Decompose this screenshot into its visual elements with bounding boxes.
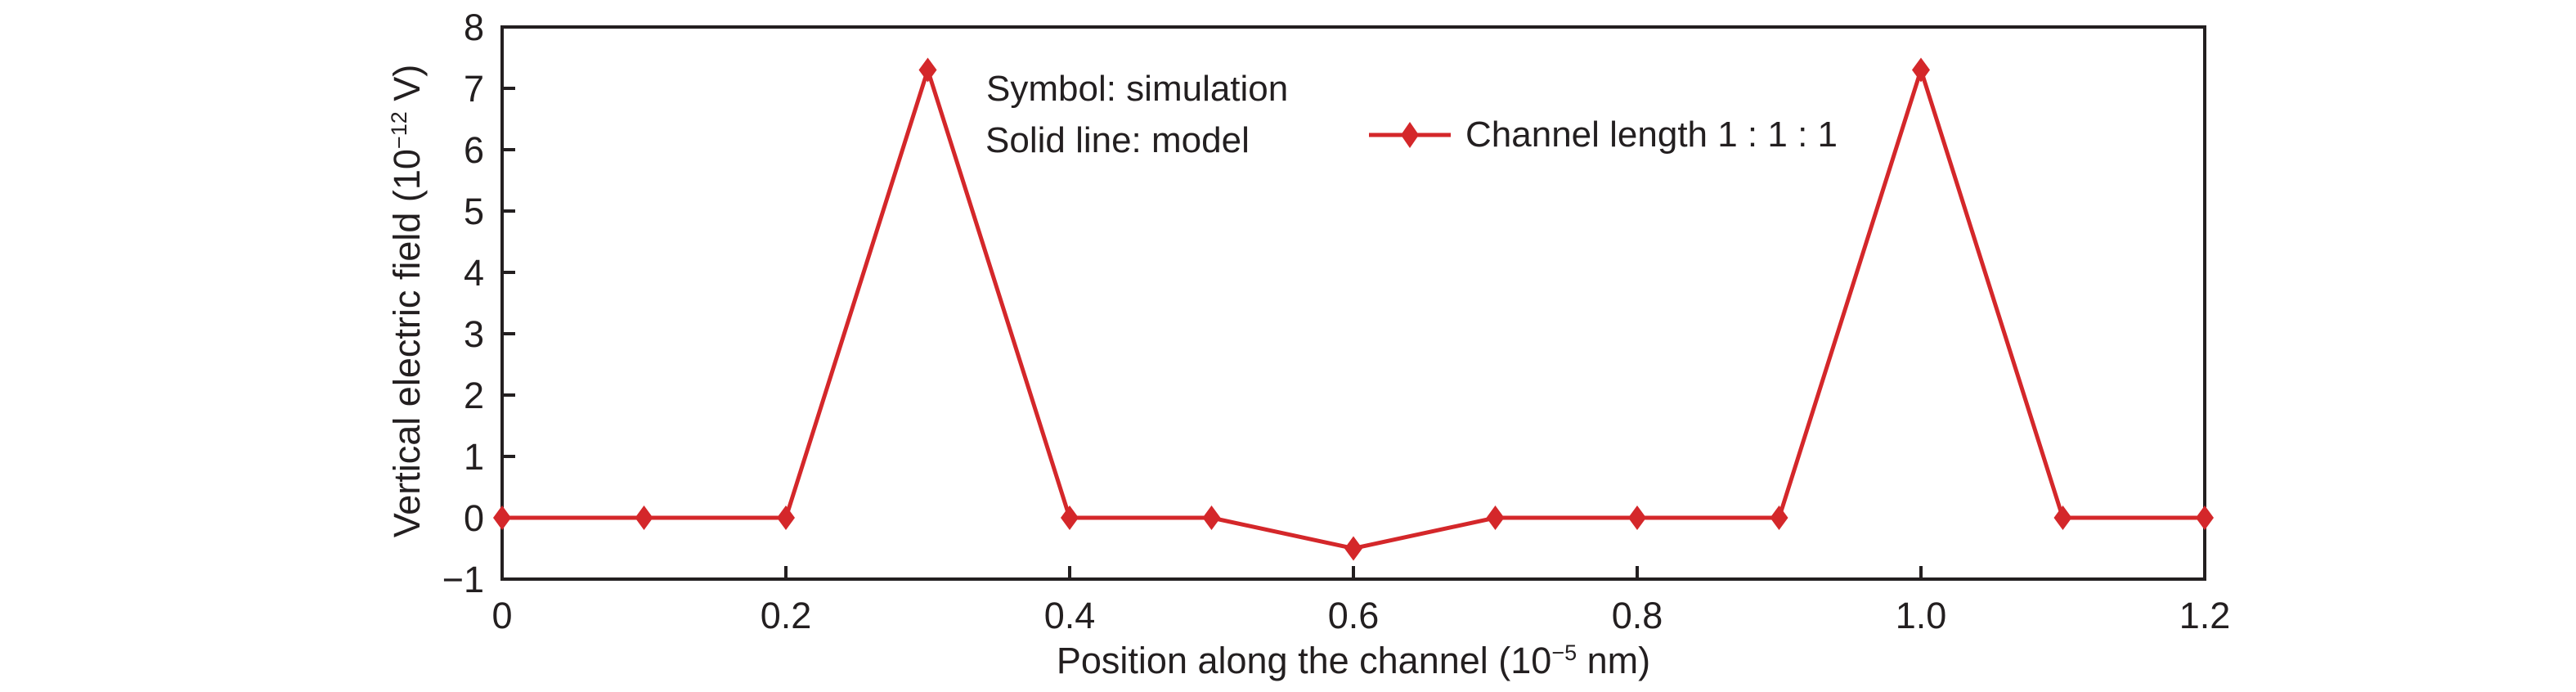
x-tick-label: 0.6 xyxy=(1328,595,1380,636)
data-point-marker xyxy=(1344,536,1362,561)
data-point-marker xyxy=(1486,506,1505,530)
legend-diamond-line-icon xyxy=(1369,122,1451,148)
data-point-marker xyxy=(1202,506,1221,530)
y-tick-label: 6 xyxy=(464,129,484,171)
plot-frame xyxy=(500,25,2206,581)
x-tick-label: 0.2 xyxy=(761,595,812,636)
x-tick-label: 0.8 xyxy=(1612,595,1663,636)
x-tick-label: 1.0 xyxy=(1896,595,1947,636)
y-tick-label: 3 xyxy=(464,313,484,355)
data-point-marker xyxy=(777,506,795,530)
y-axis-label-unit: V) xyxy=(386,64,428,112)
y-axis-label-text: Vertical electric field (10 xyxy=(386,149,428,538)
x-axis-label-unit: nm) xyxy=(1577,640,1651,681)
y-tick-label: 5 xyxy=(464,191,484,232)
data-point-marker xyxy=(493,506,511,530)
series-line xyxy=(502,63,2205,551)
legend: Channel length 1 : 1 : 1 xyxy=(1367,115,1838,155)
y-tick-label: 1 xyxy=(464,436,484,478)
x-axis-label-text: Position along the channel (10 xyxy=(1056,640,1552,681)
x-axis-label-superscript: −5 xyxy=(1551,640,1577,665)
annotation-solid-line-model: Solid line: model xyxy=(985,120,1250,160)
data-point-marker xyxy=(918,57,937,83)
annotation-symbol-simulation: Symbol: simulation xyxy=(986,69,1289,109)
data-point-marker xyxy=(1770,506,1788,530)
x-tick-label: 0 xyxy=(491,595,512,636)
y-tick-label: 0 xyxy=(464,497,484,539)
data-point-marker xyxy=(635,506,653,530)
y-tick-label: −1 xyxy=(442,559,484,600)
x-tick-label: 1.2 xyxy=(2179,595,2231,636)
data-point-marker xyxy=(1912,57,1930,83)
data-point-marker xyxy=(1628,506,1646,530)
y-axis-label: Vertical electric field (10−12 V) xyxy=(379,7,428,595)
x-tick-label: 0.4 xyxy=(1044,595,1096,636)
data-point-marker xyxy=(2053,506,2072,530)
data-point-marker xyxy=(2196,506,2214,530)
y-tick-label: 7 xyxy=(464,68,484,110)
y-tick-label: 2 xyxy=(464,375,484,416)
y-tick-label: 8 xyxy=(464,7,484,48)
legend-label: Channel length 1 : 1 : 1 xyxy=(1465,115,1838,155)
data-point-marker xyxy=(1061,506,1079,530)
x-axis-label: Position along the channel (10−5 nm) xyxy=(502,640,2205,682)
y-tick-label: 4 xyxy=(464,252,484,294)
y-axis-label-superscript: −12 xyxy=(387,111,411,150)
